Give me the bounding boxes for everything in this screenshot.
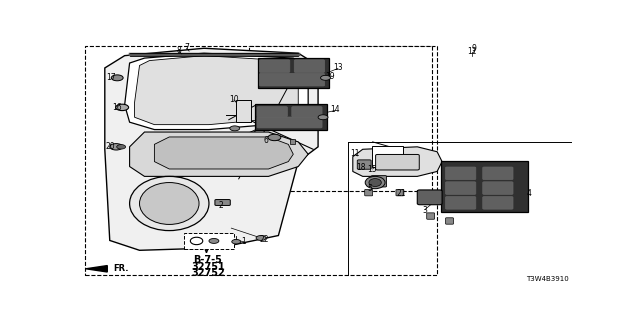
Circle shape [268,134,281,141]
Text: 3: 3 [422,206,427,215]
Text: T3W4B3910: T3W4B3910 [526,276,568,282]
FancyBboxPatch shape [483,182,513,194]
FancyBboxPatch shape [396,189,404,196]
Circle shape [110,144,123,150]
FancyBboxPatch shape [215,200,230,205]
FancyBboxPatch shape [357,160,371,169]
Text: B-7-5: B-7-5 [193,255,223,265]
Text: 1: 1 [241,237,246,246]
Text: 14: 14 [331,105,340,114]
Text: 20: 20 [106,142,116,151]
FancyBboxPatch shape [417,190,442,205]
Ellipse shape [129,176,209,231]
Ellipse shape [140,182,199,224]
Polygon shape [125,53,308,130]
FancyBboxPatch shape [440,161,528,212]
FancyBboxPatch shape [85,46,437,275]
Text: 15: 15 [367,165,376,174]
Circle shape [230,126,240,131]
Text: 13: 13 [333,63,343,72]
Polygon shape [353,147,442,176]
Circle shape [256,236,266,240]
Text: FR.: FR. [114,264,129,273]
Circle shape [318,115,328,120]
Circle shape [111,75,123,81]
Circle shape [116,104,129,111]
Text: 8: 8 [177,46,182,55]
FancyBboxPatch shape [427,213,435,219]
Polygon shape [105,48,318,250]
Ellipse shape [369,179,381,187]
Text: 21: 21 [397,189,406,198]
Circle shape [116,145,125,149]
FancyBboxPatch shape [184,233,234,249]
FancyBboxPatch shape [294,60,324,72]
Text: 17: 17 [106,73,116,82]
FancyBboxPatch shape [445,182,476,194]
Text: 19: 19 [326,72,335,81]
Text: 11: 11 [351,149,360,158]
Text: 16: 16 [113,103,122,112]
Polygon shape [86,266,108,272]
FancyBboxPatch shape [257,58,329,88]
Text: 32752: 32752 [191,268,225,278]
Text: 7: 7 [184,43,189,52]
Text: 22: 22 [260,236,269,244]
FancyBboxPatch shape [483,167,513,180]
FancyBboxPatch shape [365,189,372,196]
Circle shape [321,75,330,80]
Text: 2: 2 [219,202,224,211]
Polygon shape [154,137,293,169]
FancyBboxPatch shape [445,196,476,209]
FancyBboxPatch shape [445,218,454,224]
FancyBboxPatch shape [290,139,295,144]
FancyBboxPatch shape [445,167,476,180]
FancyBboxPatch shape [376,155,419,170]
Circle shape [209,238,219,244]
FancyBboxPatch shape [292,107,322,117]
Text: 6: 6 [264,136,268,145]
Text: 9: 9 [472,44,477,53]
FancyBboxPatch shape [257,107,287,117]
Polygon shape [129,132,308,176]
Text: 32751: 32751 [191,262,225,272]
FancyBboxPatch shape [483,196,513,209]
Text: 12: 12 [467,47,477,56]
Text: 5: 5 [368,184,372,193]
FancyBboxPatch shape [260,60,290,72]
Text: 18: 18 [356,163,366,172]
Text: 10: 10 [229,95,239,104]
FancyBboxPatch shape [255,104,326,130]
FancyBboxPatch shape [236,100,251,122]
Circle shape [232,239,241,244]
Polygon shape [134,56,298,124]
Text: 4: 4 [527,189,531,198]
FancyBboxPatch shape [371,176,387,187]
FancyBboxPatch shape [257,117,322,128]
Ellipse shape [365,176,385,189]
FancyBboxPatch shape [260,73,324,86]
FancyBboxPatch shape [249,46,432,191]
FancyBboxPatch shape [372,146,403,167]
